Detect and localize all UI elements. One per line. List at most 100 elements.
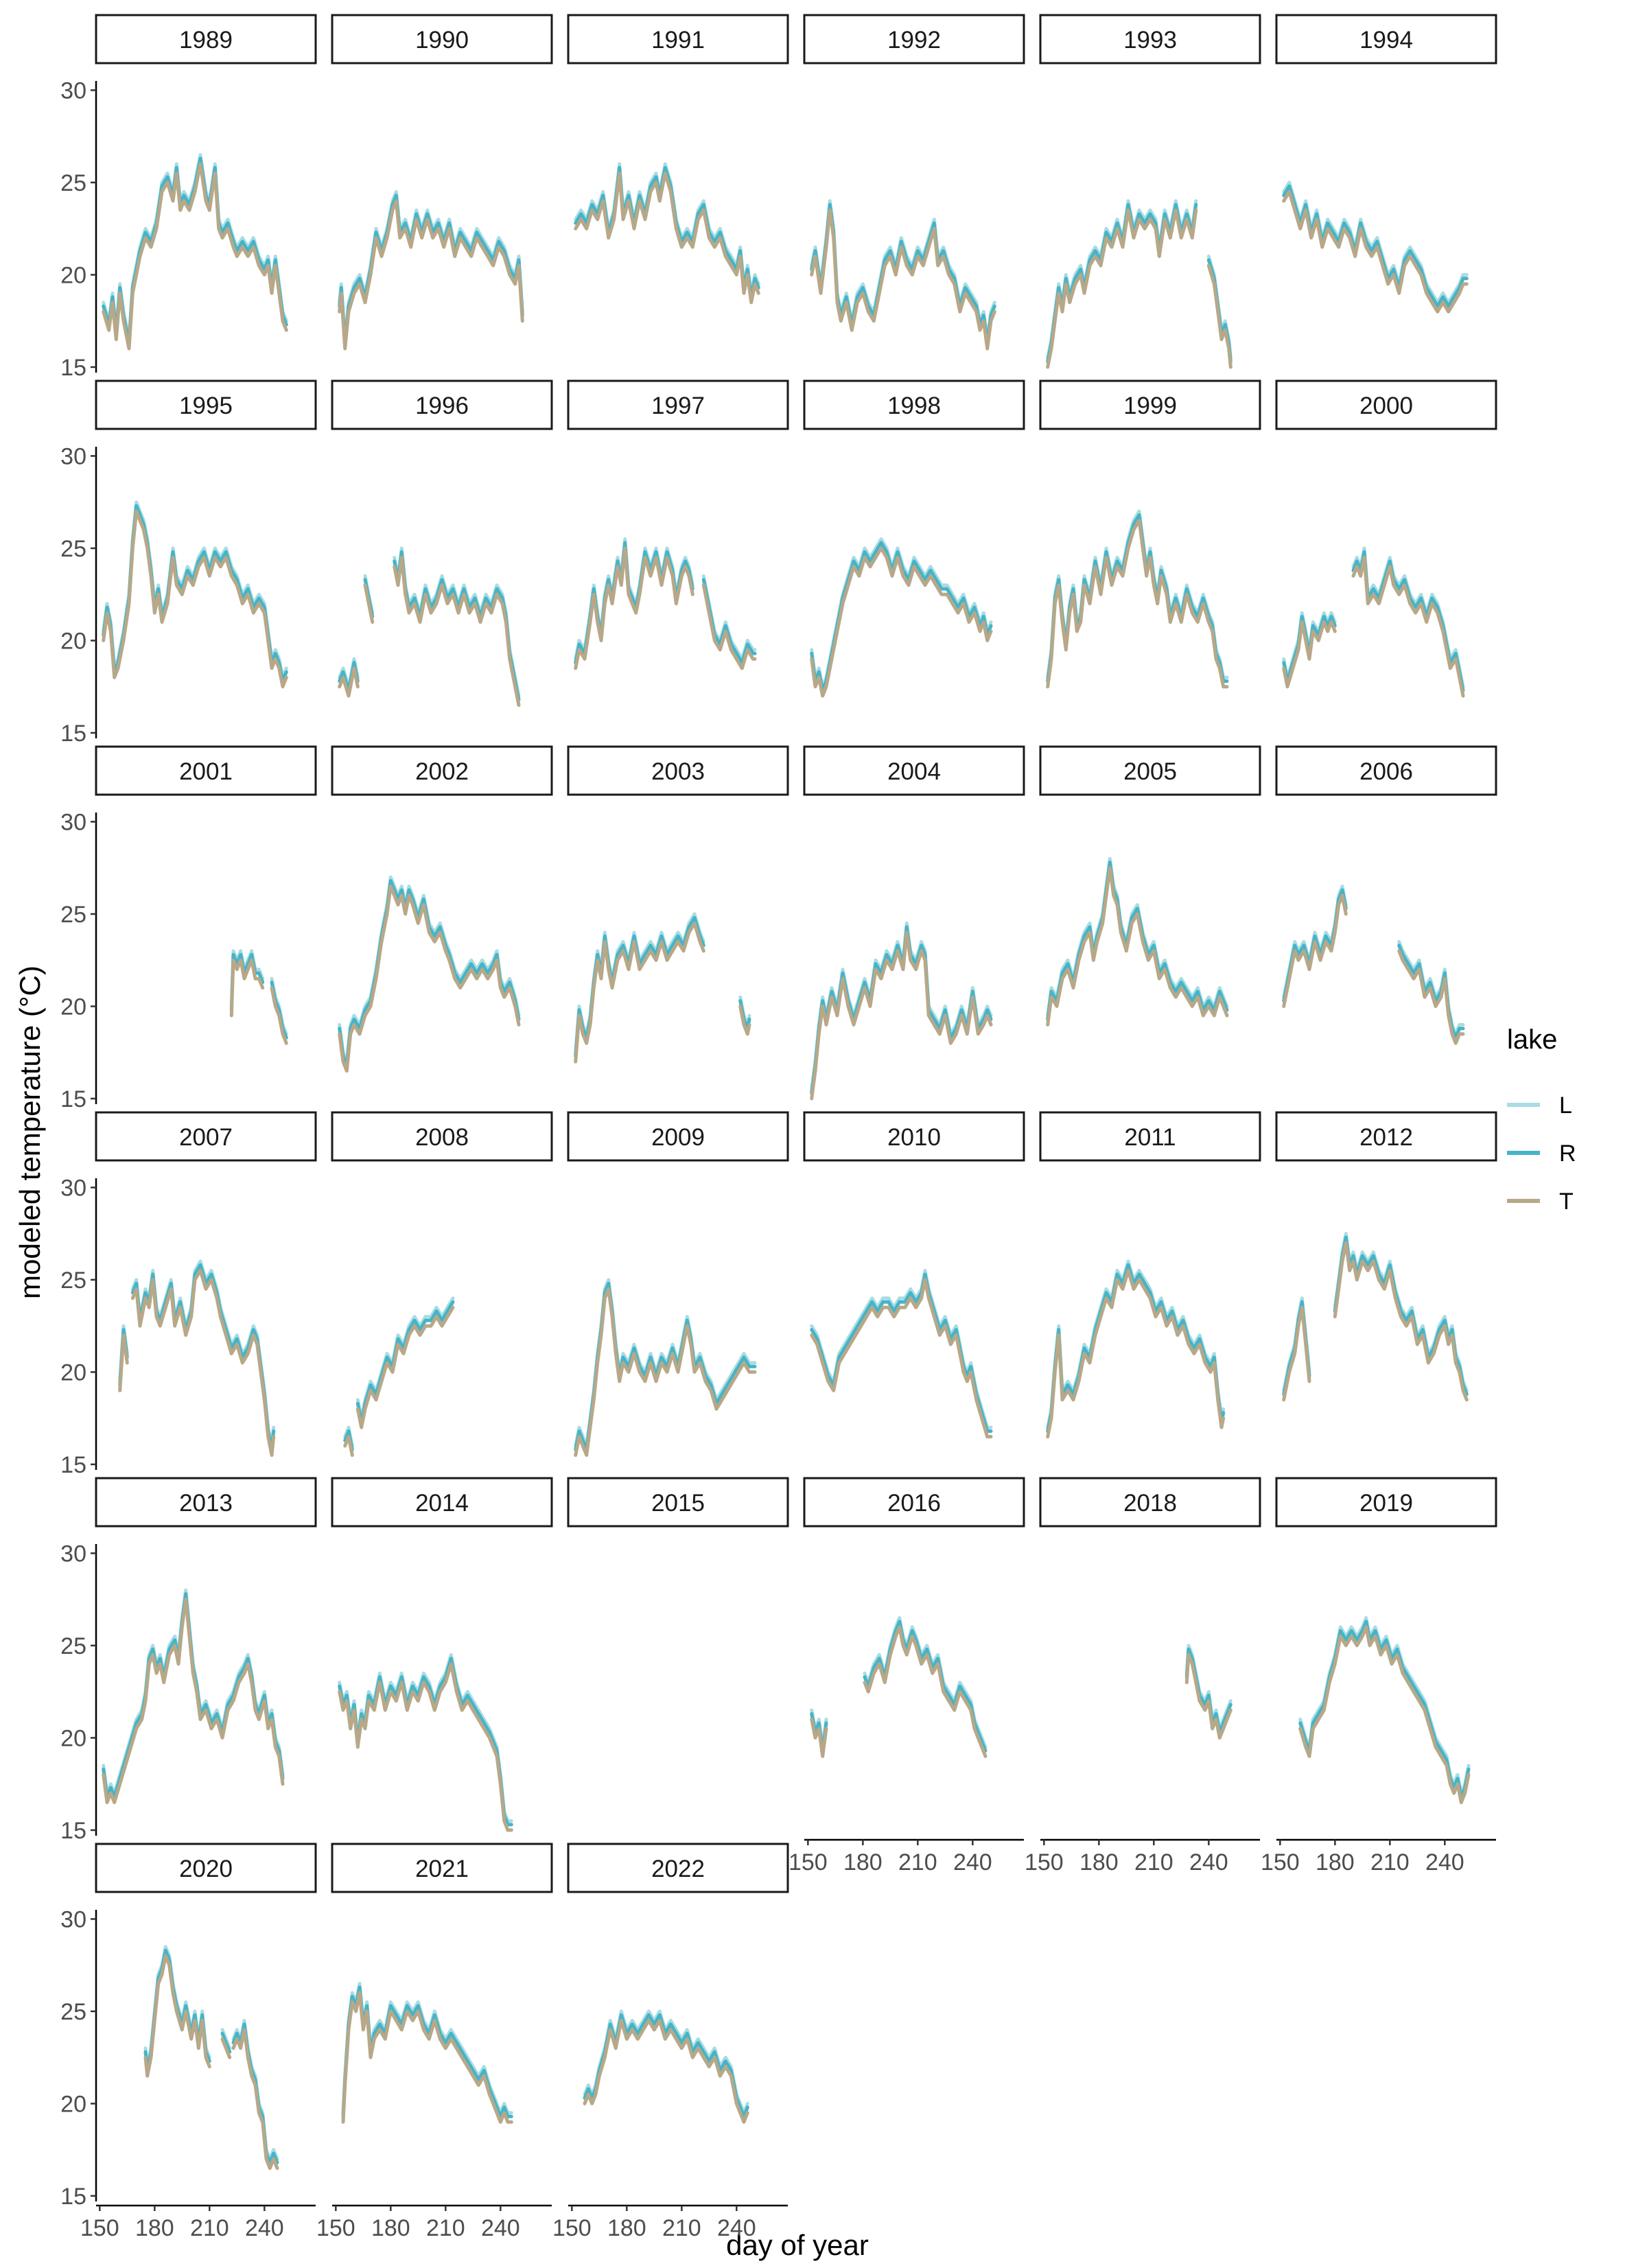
facet-strip <box>567 745 789 796</box>
facet-panel-2014: 2014 <box>331 1477 553 1832</box>
series-line-T <box>1046 519 1229 689</box>
facet-panel-2020: 2020 15 20 25 30 150 180 210 240 <box>60 1843 317 2241</box>
series-line-R <box>229 952 265 1012</box>
facet-panel-1996: 1996 <box>331 379 553 708</box>
facet-strip-label: 1990 <box>415 27 469 54</box>
y-tick-label: 25 <box>60 536 86 562</box>
facet-strip <box>331 1111 553 1162</box>
facet-panel-2013: 2013 15 20 25 30 <box>60 1477 317 1844</box>
facet-strip <box>803 1477 1025 1528</box>
series-line-T <box>1298 1625 1471 1805</box>
facet-panel-2016: 2016 150 180 210 240 <box>789 1477 1025 1875</box>
x-axis-title: day of year <box>726 2229 869 2261</box>
facet-strip <box>1039 1477 1261 1528</box>
y-tick-label: 20 <box>60 1359 86 1386</box>
x-tick-label: 180 <box>135 2215 174 2241</box>
series-line-T <box>338 885 521 1073</box>
x-tick-label: 150 <box>1261 1849 1300 1875</box>
series-line-T <box>220 2037 232 2059</box>
facet-strip <box>331 745 553 796</box>
series-line-T <box>1282 893 1348 1008</box>
series-line-R <box>338 1657 513 1827</box>
facet-panel-1997: 1997 <box>567 379 789 670</box>
facet-strip-label: 1998 <box>887 393 941 419</box>
facet-strip-label: 2002 <box>415 758 469 785</box>
x-tick-label: 240 <box>481 2215 520 2241</box>
series-line-T <box>1184 1652 1233 1740</box>
facet-panel-2004: 2004 <box>803 745 1025 1101</box>
series-line-T <box>574 921 705 1064</box>
series-line-T <box>130 1269 276 1457</box>
facet-panel-2007: 2007 15 20 25 30 <box>60 1111 317 1478</box>
legend-title: lake <box>1507 1025 1557 1055</box>
series-line-T <box>102 1598 285 1805</box>
facet-strip <box>567 1477 789 1528</box>
series-line-T <box>231 2028 279 2171</box>
y-tick-label: 15 <box>60 355 86 381</box>
facet-strip <box>1275 745 1497 796</box>
facet-strip-label: 2016 <box>887 1490 941 1517</box>
x-tick-label: 210 <box>1370 1849 1410 1875</box>
facet-strip-label: 2007 <box>179 1124 233 1151</box>
series-line-T <box>574 546 694 670</box>
series-line-T <box>1046 1269 1226 1439</box>
series-line-T <box>1282 1305 1311 1402</box>
series-line-R <box>1046 1263 1226 1433</box>
facet-strip-label: 1996 <box>415 393 469 419</box>
facet-panel-2003: 2003 <box>567 745 789 1064</box>
facet-strip <box>567 379 789 430</box>
facet-panel-2000: 2000 <box>1275 379 1497 698</box>
y-tick-label: 30 <box>60 443 86 469</box>
facet-strip <box>331 1477 553 1528</box>
facet-panel-2008: 2008 <box>331 1111 553 1457</box>
series-line-T <box>1206 264 1233 369</box>
facet-strip-label: 2010 <box>887 1124 941 1151</box>
facet-strip-label: 1989 <box>179 27 233 54</box>
x-tick-label: 210 <box>190 2215 229 2241</box>
facet-strip-label: 2013 <box>179 1490 233 1517</box>
facet-strip-label: 1997 <box>651 393 705 419</box>
facet-strip-label: 1991 <box>651 27 705 54</box>
facet-strip-label: 2022 <box>651 1856 705 1882</box>
series-line-T <box>583 2018 749 2124</box>
y-tick-label: 20 <box>60 1725 86 1751</box>
x-tick-label: 150 <box>552 2215 592 2241</box>
facet-strip-label: 1994 <box>1359 27 1413 54</box>
series-line-T <box>1046 208 1198 369</box>
series-line-T <box>343 1435 354 1457</box>
facet-strip <box>567 1111 789 1162</box>
facet-panel-2002: 2002 <box>331 745 553 1073</box>
facet-strip-label: 2008 <box>415 1124 469 1151</box>
series-line-T <box>810 208 996 351</box>
facet-panel-1999: 1999 <box>1039 379 1261 689</box>
facet-panel-1991: 1991 <box>567 14 789 305</box>
facet-panel-2010: 2010 <box>803 1111 1025 1439</box>
facet-strip <box>95 1477 317 1528</box>
series-line-T <box>393 555 521 708</box>
series-line-T <box>701 583 757 670</box>
x-tick-label: 240 <box>1189 1849 1228 1875</box>
facet-strip <box>1039 379 1261 430</box>
facet-panel-2006: 2006 <box>1275 745 1497 1045</box>
y-tick-label: 25 <box>60 1633 86 1659</box>
facet-panel-1990: 1990 <box>331 14 553 351</box>
facet-strip <box>95 1843 317 1893</box>
y-tick-label: 30 <box>60 1541 86 1567</box>
facet-strip <box>803 1111 1025 1162</box>
y-tick-label: 20 <box>60 262 86 288</box>
y-tick-label: 30 <box>60 78 86 104</box>
series-line-T <box>1351 555 1465 698</box>
y-tick-label: 30 <box>60 1175 86 1201</box>
facet-strip <box>1039 14 1261 65</box>
facet-strip-label: 1992 <box>887 27 941 54</box>
facet-strip <box>1039 1111 1261 1162</box>
facet-panel-2015: 2015 <box>567 1477 789 1528</box>
x-tick-label: 150 <box>1025 1849 1064 1875</box>
facet-panel-1995: 1995 15 20 25 30 <box>60 379 317 747</box>
facet-panel-2009: 2009 <box>567 1111 789 1457</box>
y-tick-label: 30 <box>60 1906 86 1932</box>
series-line-T <box>1282 620 1337 689</box>
x-tick-label: 150 <box>316 2215 355 2241</box>
series-line-T <box>355 1305 455 1429</box>
